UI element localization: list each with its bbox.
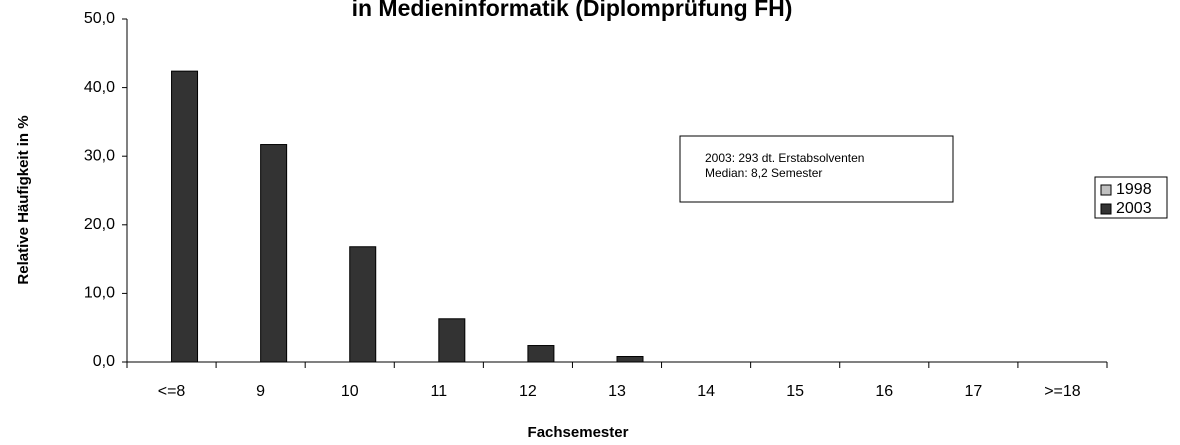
x-tick-label: 9 [256, 383, 265, 400]
x-tick-label: 17 [964, 383, 982, 400]
y-tick-label: 10,0 [84, 285, 115, 302]
bar [260, 144, 288, 363]
bar [171, 70, 199, 363]
x-axis-label: Fachsemester [528, 424, 629, 441]
x-tick-label: >=18 [1044, 383, 1081, 400]
x-tick-label: 13 [608, 383, 626, 400]
x-tick-label: 15 [786, 383, 804, 400]
annotation-line: 2003: 293 dt. Erstabsolventen [705, 151, 864, 165]
bar [438, 318, 466, 363]
y-axis-label: Relative Häufigkeit in % [15, 115, 32, 284]
y-tick-label: 20,0 [84, 216, 115, 233]
legend-swatch [1100, 203, 1112, 215]
x-tick-label: 10 [341, 383, 359, 400]
bar [527, 345, 555, 363]
x-tick-label: 14 [697, 383, 715, 400]
chart-title: in Medieninformatik (Diplomprüfung FH) [352, 0, 793, 21]
legend-swatch [1100, 184, 1112, 196]
y-tick-label: 30,0 [84, 147, 115, 164]
bar [349, 246, 377, 363]
bar [616, 356, 644, 363]
annotation-line: Median: 8,2 Semester [705, 166, 822, 180]
y-tick-label: 50,0 [84, 10, 115, 27]
y-tick-label: 0,0 [93, 353, 115, 370]
x-tick-label: <=8 [158, 383, 186, 400]
y-tick-label: 40,0 [84, 79, 115, 96]
x-tick-label: 16 [875, 383, 893, 400]
x-tick-label: 11 [431, 383, 448, 400]
x-tick-label: 12 [519, 383, 537, 400]
annotation-box [679, 135, 954, 203]
legend-label: 2003 [1116, 200, 1152, 217]
legend-label: 1998 [1116, 181, 1152, 198]
